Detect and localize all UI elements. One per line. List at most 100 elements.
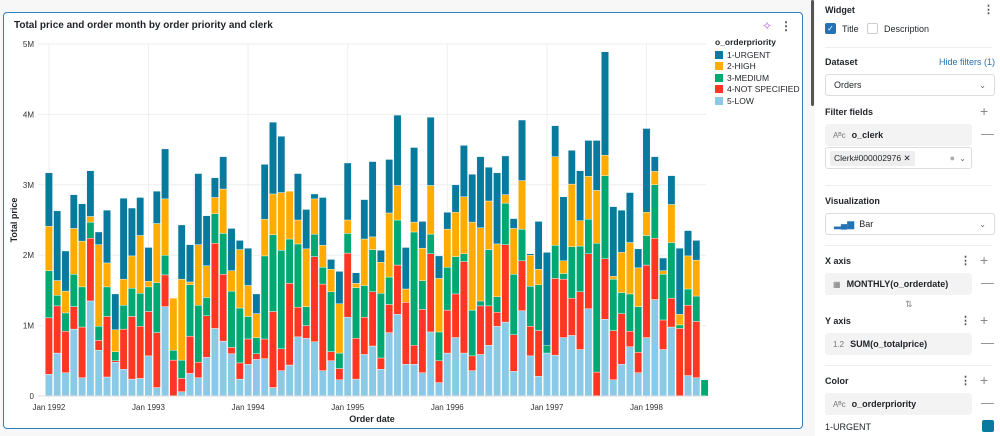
bar-segment-medium [269,234,277,312]
y-axis-heading: Y axis [825,316,851,326]
remove-y-minus-icon[interactable]: — [981,335,994,350]
bar-segment-urgent [294,173,302,221]
bar-segment-not-specified [318,283,327,371]
kebab-icon[interactable]: ⋮ [960,375,971,387]
bar-segment-urgent [235,240,244,250]
bar-segment-urgent [327,259,335,270]
add-color-plus-icon[interactable]: + [980,372,989,388]
visualization-select[interactable]: ▂▄▆ Bar ⌄ [825,213,995,235]
legend-item[interactable]: 5-LOW [715,95,800,107]
bar-segment-medium [136,293,145,327]
hide-filters-link[interactable]: Hide filters (1) [938,57,995,67]
bar-segment-not-specified [385,304,394,333]
bar-segment-medium [177,359,186,379]
add-filter-plus-icon[interactable]: + [980,103,989,119]
legend-item[interactable]: 2-HIGH [715,61,800,73]
chart-widget[interactable]: Total price and order month by order pri… [3,12,803,429]
legend-item[interactable]: 3-MEDIUM [715,72,800,84]
bar-segment-high [260,219,269,257]
kebab-icon[interactable]: ⋮ [983,4,994,16]
bar-segment-high [252,313,261,338]
bar-segment-urgent [509,218,518,229]
bar-segment-medium [576,245,584,293]
clear-circle-icon[interactable]: ● [949,153,955,163]
bar-segment-high [493,243,501,297]
bar-segment-not-specified [559,278,568,338]
bar-segment-low [144,355,153,397]
y-axis-field: SUM(o_totalprice) [850,339,928,349]
legend-item[interactable]: 1-URGENT [715,49,800,61]
checkbox-checked-icon[interactable]: ✓ [825,23,836,34]
bar-segment-urgent [144,247,153,282]
bar-segment-low [460,352,468,397]
swap-axes-icon[interactable]: ⇅ [905,299,913,309]
kebab-icon[interactable]: ⋮ [780,19,792,33]
bar-segment-not-specified [493,312,501,327]
y-axis-field-pill[interactable]: 1.2 SUM(o_totalprice) [825,333,972,355]
bar-segment-high [626,242,634,295]
legend-swatch [715,73,723,82]
color-heading: Color [825,376,849,386]
bar-segment-low [617,364,626,397]
bar-segment-not-specified [219,274,228,342]
kebab-icon[interactable]: ⋮ [960,255,971,267]
bar-segment-high [78,240,86,288]
bar-segment-high [551,156,560,246]
bar-segment-low [152,387,161,397]
bar-segment-low [318,370,327,397]
bar-segment-low [410,364,418,397]
bar-segment-low [86,300,95,397]
bar-segment-medium [302,306,311,326]
add-x-plus-icon[interactable]: + [980,252,989,268]
bar-segment-high [177,278,186,361]
dataset-value: Orders [834,80,862,90]
color-field-pill[interactable]: Aᴮc o_orderpriority [825,393,972,415]
filter-value-multiselect[interactable]: Clerk#000002976 ✕ ● ⌄ [825,147,972,169]
bar-segment-not-specified [119,328,128,370]
sparkle-icon[interactable]: ✧ [761,19,772,33]
bar-segment-urgent [69,194,78,229]
numeric-type-icon: 1.2 [833,339,845,349]
scrollbar[interactable] [811,0,814,106]
bar-segment-high [94,244,103,327]
bar-segment-medium [377,293,385,359]
bar-segment-not-specified [634,352,643,373]
remove-tag-x-icon[interactable]: ✕ [903,152,911,163]
bar-segment-medium [634,306,643,353]
bar-segment-low [302,338,311,397]
chevron-down-icon[interactable]: ⌄ [959,153,966,163]
legend-swatch [715,85,723,94]
bar-segment-not-specified [335,368,344,381]
remove-filter-minus-icon[interactable]: — [981,126,994,141]
bar-segment-not-specified [186,335,194,374]
bar-segment-high [302,248,311,307]
description-checkbox[interactable]: Description [867,23,929,34]
bar-segment-medium [426,233,435,254]
bar-segment-medium [484,249,493,307]
bar-segment-not-specified [626,331,634,347]
bar-segment-high [53,280,62,296]
x-axis-field-pill[interactable]: ▦ MONTHLY(o_orderdate) [825,273,972,295]
bar-segment-medium [451,256,460,295]
remove-x-minus-icon[interactable]: — [981,275,994,290]
add-y-plus-icon[interactable]: + [980,312,989,328]
color-swatch[interactable] [982,420,994,432]
checkbox-unchecked-icon[interactable] [867,23,878,34]
bar-segment-low [211,328,219,397]
bar-segment-not-specified [177,378,186,392]
filter-field-pill[interactable]: Aᴮc o_clerk [825,124,972,146]
bar-segment-medium [260,255,269,340]
bar-segment-urgent [642,128,651,213]
bar-segment-not-specified [144,311,153,357]
bar-segment-low [136,378,145,397]
legend-item[interactable]: 4-NOT SPECIFIED [715,84,800,96]
bar-segment-medium [327,291,335,352]
bar-segment-not-specified [418,309,427,373]
bar-segment-low [543,352,551,397]
remove-color-minus-icon[interactable]: — [981,395,994,410]
bar-segment-high [161,198,169,256]
kebab-icon[interactable]: ⋮ [960,315,971,327]
dataset-select[interactable]: Orders ⌄ [825,74,995,96]
bar-segment-not-specified [377,357,385,370]
title-checkbox[interactable]: ✓ Title [825,23,859,34]
